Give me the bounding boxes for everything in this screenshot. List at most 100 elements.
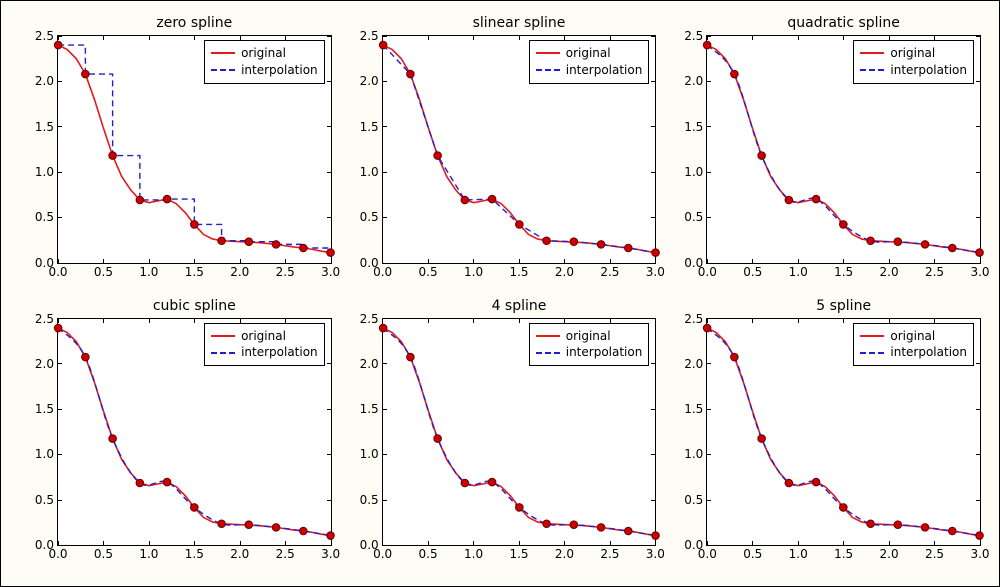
sample-marker <box>515 503 523 511</box>
ytick-label: 1.5 <box>360 120 383 134</box>
xtick-mark <box>610 259 611 263</box>
subplot-title: zero spline <box>57 15 332 31</box>
xtick-label: 1.0 <box>464 545 483 561</box>
ytick-mark <box>651 217 655 218</box>
ytick-mark <box>383 454 387 455</box>
subplot: quadratic spline0.00.51.01.52.02.50.00.5… <box>662 11 987 294</box>
xtick-label: 0.5 <box>419 263 438 279</box>
sample-marker <box>245 520 253 528</box>
legend-row: original <box>211 328 318 345</box>
xtick-mark <box>58 259 59 263</box>
ytick-mark <box>383 318 387 319</box>
xtick-label: 0.0 <box>48 545 67 561</box>
sample-marker <box>813 195 821 203</box>
subplot: zero spline 0.00.51.01.52.02.50.00.51.01.… <box>13 11 338 294</box>
subplot-title: quadratic spline <box>706 15 981 31</box>
sample-marker <box>651 531 659 539</box>
sample-marker <box>272 241 280 249</box>
ytick-label: 1.0 <box>35 165 58 179</box>
xtick-mark <box>331 541 332 545</box>
ytick-label: 2.5 <box>35 312 58 326</box>
sample-marker <box>461 196 469 204</box>
subplot-grid: zero spline0.00.51.01.52.02.50.00.51.01.… <box>1 1 999 586</box>
xtick-label: 3.0 <box>970 545 989 561</box>
legend-row: interpolation <box>536 62 643 79</box>
ytick-mark <box>327 409 331 410</box>
xtick-mark <box>980 319 981 323</box>
legend-line-icon <box>211 69 235 71</box>
plot-area: 0.00.51.01.52.02.50.00.51.01.52.02.53.0o… <box>706 318 981 547</box>
legend-row: original <box>536 45 643 62</box>
xtick-label: 2.0 <box>555 263 574 279</box>
ytick-mark <box>383 36 387 37</box>
xtick-mark <box>428 319 429 323</box>
ytick-label: 1.0 <box>684 165 707 179</box>
legend-sample <box>211 347 235 359</box>
xtick-label: 2.5 <box>276 263 295 279</box>
xtick-mark <box>194 319 195 323</box>
xtick-mark <box>240 541 241 545</box>
sample-marker <box>488 478 496 486</box>
ytick-label: 2.0 <box>684 357 707 371</box>
legend-sample <box>211 47 235 59</box>
xtick-mark <box>103 541 104 545</box>
xtick-mark <box>149 319 150 323</box>
legend-label: original <box>566 45 611 62</box>
legend-sample <box>211 64 235 76</box>
xtick-mark <box>194 259 195 263</box>
xtick-label: 0.5 <box>743 545 762 561</box>
ytick-mark <box>58 172 62 173</box>
sample-marker <box>163 478 171 486</box>
ytick-mark <box>707 217 711 218</box>
xtick-mark <box>331 36 332 40</box>
legend-label: interpolation <box>241 62 318 79</box>
ytick-mark <box>383 500 387 501</box>
xtick-mark <box>428 36 429 40</box>
xtick-mark <box>752 319 753 323</box>
legend: originalinterpolation <box>853 323 974 367</box>
sample-marker <box>867 519 875 527</box>
xtick-label: 2.5 <box>600 545 619 561</box>
xtick-mark <box>564 541 565 545</box>
sample-marker <box>299 527 307 535</box>
legend-label: interpolation <box>566 344 643 361</box>
xtick-mark <box>382 319 383 323</box>
sample-marker <box>327 249 335 257</box>
xtick-mark <box>889 259 890 263</box>
sample-marker <box>109 152 117 160</box>
xtick-mark <box>934 259 935 263</box>
ytick-mark <box>707 172 711 173</box>
sample-marker <box>82 70 90 78</box>
ytick-mark <box>976 172 980 173</box>
ytick-mark <box>707 36 711 37</box>
xtick-mark <box>798 259 799 263</box>
xtick-mark <box>58 319 59 323</box>
legend-row: interpolation <box>860 344 967 361</box>
legend-label: original <box>890 45 935 62</box>
ytick-label: 1.0 <box>35 447 58 461</box>
ytick-label: 2.0 <box>35 357 58 371</box>
sample-marker <box>840 503 848 511</box>
ytick-mark <box>58 318 62 319</box>
xtick-mark <box>285 541 286 545</box>
xtick-label: 2.0 <box>230 545 249 561</box>
ytick-mark <box>327 454 331 455</box>
xtick-mark <box>382 36 383 40</box>
legend-sample <box>536 64 560 76</box>
ytick-mark <box>327 500 331 501</box>
ytick-mark <box>383 409 387 410</box>
sample-marker <box>785 479 793 487</box>
sample-marker <box>785 196 793 204</box>
ytick-mark <box>976 126 980 127</box>
ytick-mark <box>58 500 62 501</box>
ytick-mark <box>327 81 331 82</box>
xtick-label: 1.0 <box>789 263 808 279</box>
xtick-mark <box>194 541 195 545</box>
xtick-label: 0.0 <box>698 545 717 561</box>
ytick-label: 2.0 <box>360 357 383 371</box>
xtick-mark <box>655 541 656 545</box>
plot-area: 0.00.51.01.52.02.50.00.51.01.52.02.53.0o… <box>57 35 332 264</box>
ytick-mark <box>707 363 711 364</box>
legend-label: interpolation <box>890 344 967 361</box>
figure: zero spline0.00.51.01.52.02.50.00.51.01.… <box>0 0 1000 587</box>
